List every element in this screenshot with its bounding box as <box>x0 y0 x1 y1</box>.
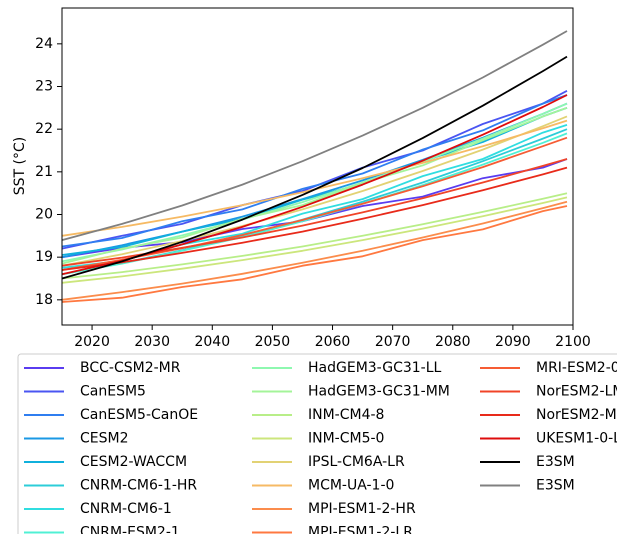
legend-label: CanESM5 <box>80 384 146 400</box>
series-line <box>61 136 568 271</box>
legend-label: NorESM2-MM <box>536 407 617 423</box>
series-line <box>61 106 568 265</box>
legend-label: CESM2-WACCM <box>80 454 187 470</box>
legend-label: MRI-ESM2-0 <box>536 360 617 376</box>
legend-label: MPI-ESM1-2-HR <box>308 501 416 517</box>
legend-label: CESM2 <box>80 431 129 447</box>
legend-label: CNRM-CM6-1 <box>80 501 172 517</box>
y-tick-label: 18 <box>35 292 53 308</box>
legend-label: NorESM2-LM <box>536 384 617 400</box>
legend-label: CNRM-ESM2-1 <box>80 525 180 534</box>
x-tick-label: 2100 <box>555 334 591 350</box>
y-tick-label: 24 <box>35 36 53 52</box>
x-tick-label: 2020 <box>74 334 110 350</box>
legend-label: BCC-CSM2-MR <box>80 360 181 376</box>
legend-label: E3SM <box>536 478 575 494</box>
series-line <box>61 158 568 259</box>
y-tick-label: 22 <box>35 121 53 137</box>
legend-label: UKESM1-0-LL <box>536 431 617 447</box>
legend-label: CanESM5-CanOE <box>80 407 198 423</box>
series-line <box>61 192 568 280</box>
series-line <box>61 30 568 241</box>
series-line <box>61 158 568 267</box>
legend-label: CNRM-CM6-1-HR <box>80 478 197 494</box>
legend-label: HadGEM3-GC31-MM <box>308 384 450 400</box>
x-tick-label: 2080 <box>435 334 471 350</box>
x-tick-label: 2050 <box>255 334 291 350</box>
series-line <box>61 205 568 303</box>
series-line <box>61 196 568 284</box>
legend-label: E3SM <box>536 454 575 470</box>
series-line <box>61 200 568 301</box>
y-tick-label: 20 <box>35 206 53 222</box>
legend-box <box>17 353 617 534</box>
legend-label: INM-CM5-0 <box>308 431 384 447</box>
plot-frame <box>61 7 574 326</box>
series-line <box>61 55 568 280</box>
x-tick-label: 2070 <box>375 334 411 350</box>
legend-label: IPSL-CM6A-LR <box>308 454 405 470</box>
legend-label: HadGEM3-GC31-LL <box>308 360 442 376</box>
y-tick-label: 21 <box>35 164 53 180</box>
y-tick-label: 23 <box>35 79 53 95</box>
x-tick-label: 2030 <box>134 334 170 350</box>
x-tick-label: 2060 <box>315 334 351 350</box>
x-tick-label: 2040 <box>194 334 230 350</box>
y-tick-label: 19 <box>35 249 53 265</box>
series-line <box>61 166 568 271</box>
x-tick-label: 2090 <box>495 334 531 350</box>
legend-label: MCM-UA-1-0 <box>308 478 394 494</box>
y-axis-label: SST (°C) <box>12 137 28 195</box>
series-line <box>61 119 568 237</box>
legend-label: MPI-ESM1-2-LR <box>308 525 413 534</box>
legend-label: INM-CM4-8 <box>308 407 384 423</box>
